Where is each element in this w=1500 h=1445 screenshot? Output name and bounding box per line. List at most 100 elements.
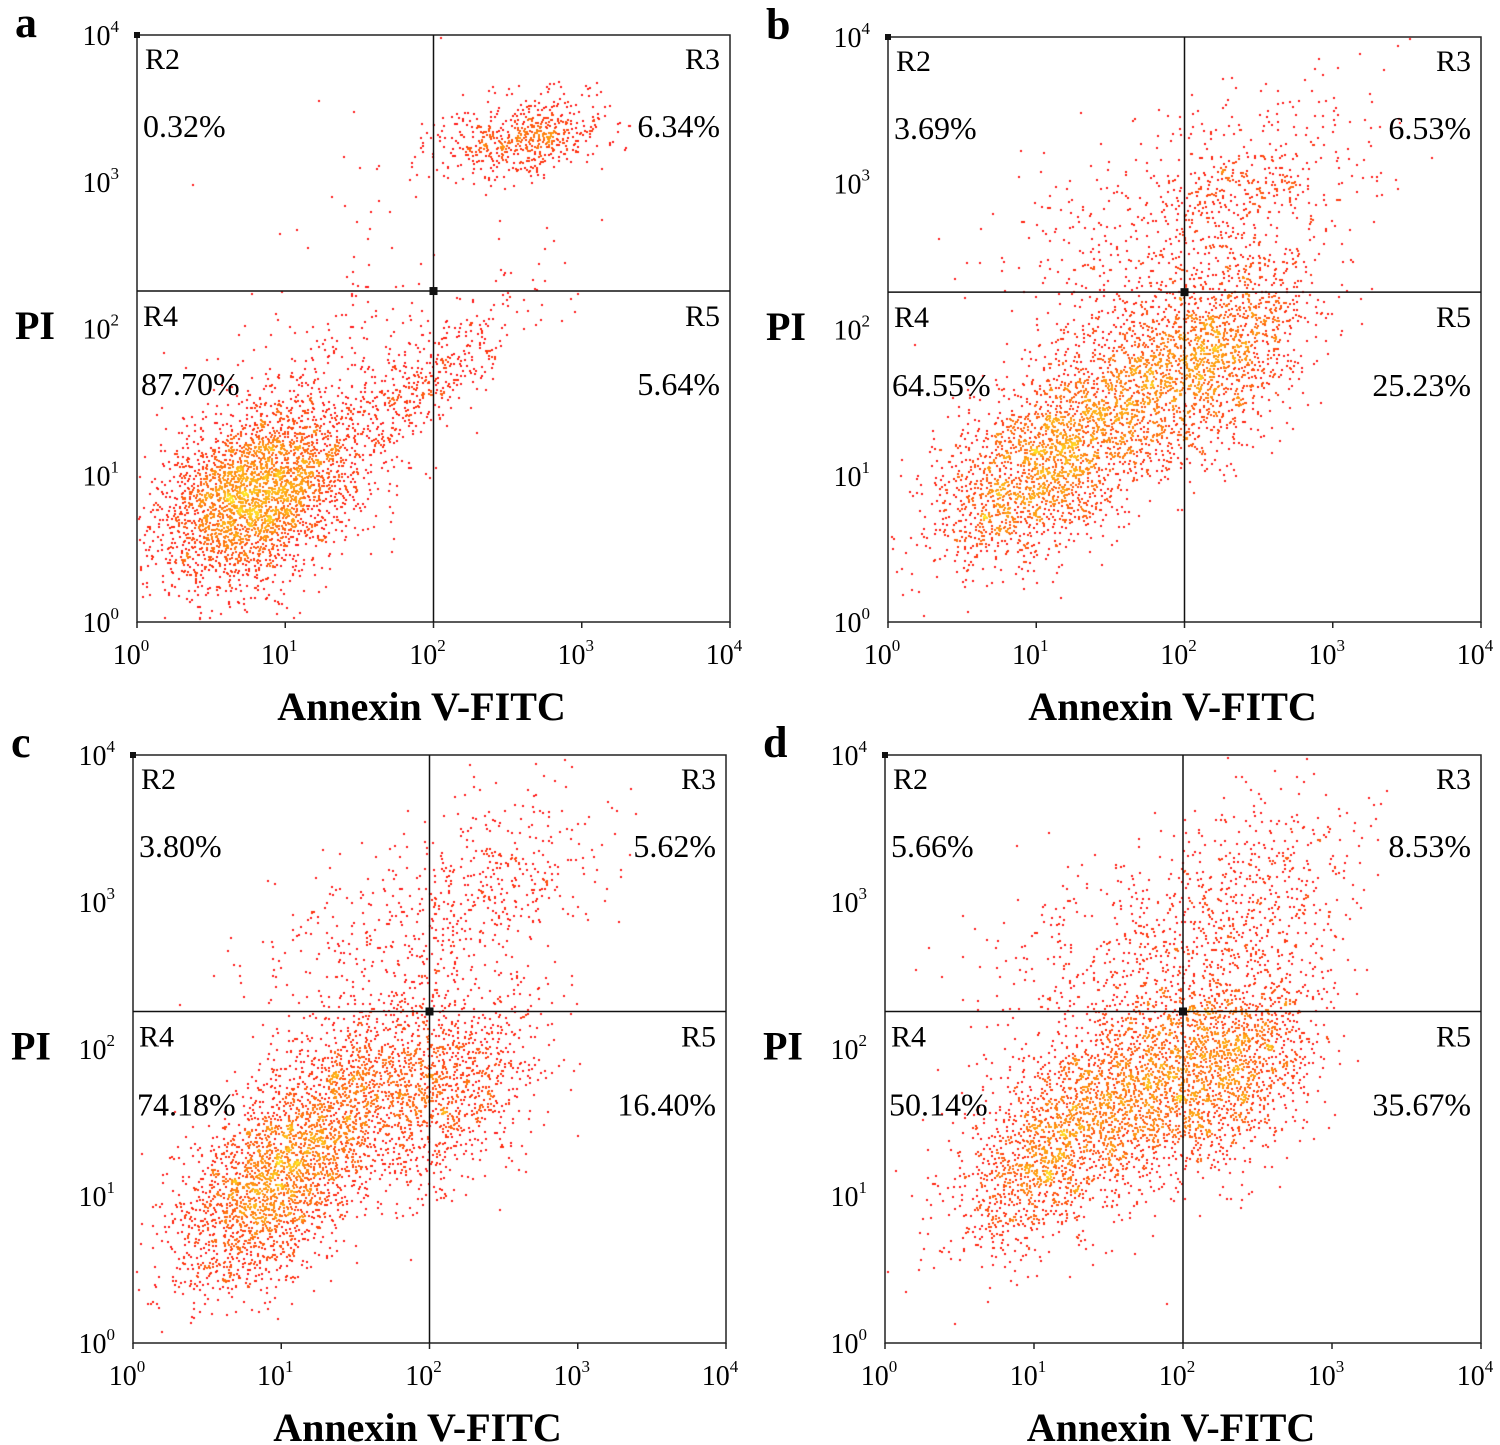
corner-marker [134, 32, 140, 38]
region-label-r4: R4 [139, 1020, 174, 1053]
region-label-r4: R4 [143, 300, 178, 333]
x-tick-label: 103 [558, 636, 595, 671]
y-tick-label: 102 [831, 1031, 868, 1066]
x-tick-label: 101 [261, 636, 298, 671]
y-tick-exponent: 1 [111, 457, 120, 476]
x-tick-exponent: 1 [289, 636, 298, 655]
y-tick-label: 104 [831, 737, 868, 772]
y-tick-label: 104 [83, 17, 120, 52]
y-tick-label: 102 [83, 311, 120, 346]
y-tick-label: 103 [831, 884, 868, 919]
region-percent-r2: 0.32% [143, 108, 226, 144]
panel-letter: d [763, 718, 787, 767]
region-percent-r3: 8.53% [1388, 828, 1471, 864]
x-tick-exponent: 2 [1188, 636, 1197, 655]
region-percent-r2: 5.66% [891, 828, 974, 864]
x-tick-exponent: 4 [730, 1357, 739, 1376]
y-tick-exponent: 2 [859, 1031, 868, 1050]
region-label-r5: R5 [685, 300, 720, 333]
x-axis-title: Annexin V-FITC [1027, 1405, 1316, 1445]
x-tick-exponent: 1 [285, 1357, 294, 1376]
y-tick-label: 102 [834, 312, 871, 347]
region-label-r3: R3 [685, 43, 720, 76]
x-tick-exponent: 3 [582, 1357, 591, 1376]
region-label-r3: R3 [681, 763, 716, 796]
x-tick-label: 104 [702, 1357, 739, 1392]
x-tick-label: 103 [554, 1357, 591, 1392]
region-percent-r4: 50.14% [889, 1086, 988, 1122]
x-tick-label: 102 [1159, 1357, 1196, 1392]
x-axis-title: Annexin V-FITC [273, 1405, 562, 1445]
x-tick-label: 102 [409, 636, 446, 671]
region-label-r4: R4 [894, 301, 929, 334]
region-percent-r4: 87.70% [141, 366, 240, 402]
y-tick-exponent: 0 [111, 604, 120, 623]
y-axis-title: PI [766, 304, 806, 349]
gate-handle [1180, 288, 1189, 297]
y-tick-exponent: 4 [107, 737, 116, 756]
y-tick-exponent: 4 [859, 737, 868, 756]
x-tick-exponent: 0 [892, 636, 901, 655]
x-tick-exponent: 2 [1187, 1357, 1196, 1376]
y-tick-exponent: 4 [111, 17, 120, 36]
y-tick-label: 101 [831, 1178, 868, 1213]
panel-letter: a [15, 0, 37, 47]
y-tick-exponent: 3 [107, 884, 116, 903]
y-tick-exponent: 3 [111, 164, 120, 183]
y-tick-label: 101 [79, 1178, 116, 1213]
x-tick-label: 100 [113, 636, 150, 671]
x-tick-exponent: 4 [1485, 636, 1494, 655]
y-tick-exponent: 1 [862, 458, 871, 477]
y-tick-exponent: 1 [859, 1178, 868, 1197]
x-tick-label: 101 [257, 1357, 294, 1392]
panel-letter: c [11, 718, 31, 767]
region-percent-r5: 5.64% [637, 366, 720, 402]
panel-letter: b [766, 0, 790, 49]
corner-marker [885, 34, 891, 40]
x-tick-label: 103 [1309, 636, 1346, 671]
x-tick-exponent: 2 [433, 1357, 442, 1376]
x-tick-exponent: 0 [141, 636, 150, 655]
x-tick-label: 102 [405, 1357, 442, 1392]
x-tick-label: 100 [861, 1357, 898, 1392]
region-label-r4: R4 [891, 1020, 926, 1053]
y-axis-title: PI [11, 1023, 51, 1068]
y-tick-label: 100 [834, 604, 871, 639]
region-percent-r3: 5.62% [633, 828, 716, 864]
region-label-r2: R2 [141, 763, 176, 796]
region-percent-r4: 64.55% [892, 367, 991, 403]
x-axis-title: Annexin V-FITC [1028, 684, 1317, 729]
x-tick-exponent: 3 [586, 636, 595, 655]
x-tick-exponent: 3 [1337, 636, 1346, 655]
corner-marker [882, 752, 888, 758]
region-percent-r4: 74.18% [137, 1086, 236, 1122]
y-tick-label: 101 [834, 458, 871, 493]
y-axis-title: PI [763, 1023, 803, 1068]
x-tick-exponent: 1 [1040, 636, 1049, 655]
y-tick-exponent: 4 [862, 19, 871, 38]
y-tick-label: 101 [83, 457, 120, 492]
y-tick-label: 103 [834, 165, 871, 200]
region-label-r3: R3 [1436, 45, 1471, 78]
y-tick-label: 100 [79, 1325, 116, 1360]
region-label-r5: R5 [1436, 301, 1471, 334]
region-label-r5: R5 [1436, 1020, 1471, 1053]
region-label-r3: R3 [1436, 763, 1471, 796]
y-tick-exponent: 2 [111, 311, 120, 330]
region-percent-r3: 6.34% [637, 108, 720, 144]
region-label-r2: R2 [896, 45, 931, 78]
region-label-r2: R2 [145, 43, 180, 76]
x-tick-label: 101 [1010, 1357, 1047, 1392]
y-tick-exponent: 0 [862, 604, 871, 623]
y-tick-exponent: 3 [862, 165, 871, 184]
gate-handle [429, 287, 438, 296]
region-percent-r2: 3.69% [894, 110, 977, 146]
gate-handle [425, 1007, 434, 1016]
region-percent-r3: 6.53% [1388, 110, 1471, 146]
x-tick-label: 103 [1308, 1357, 1345, 1392]
